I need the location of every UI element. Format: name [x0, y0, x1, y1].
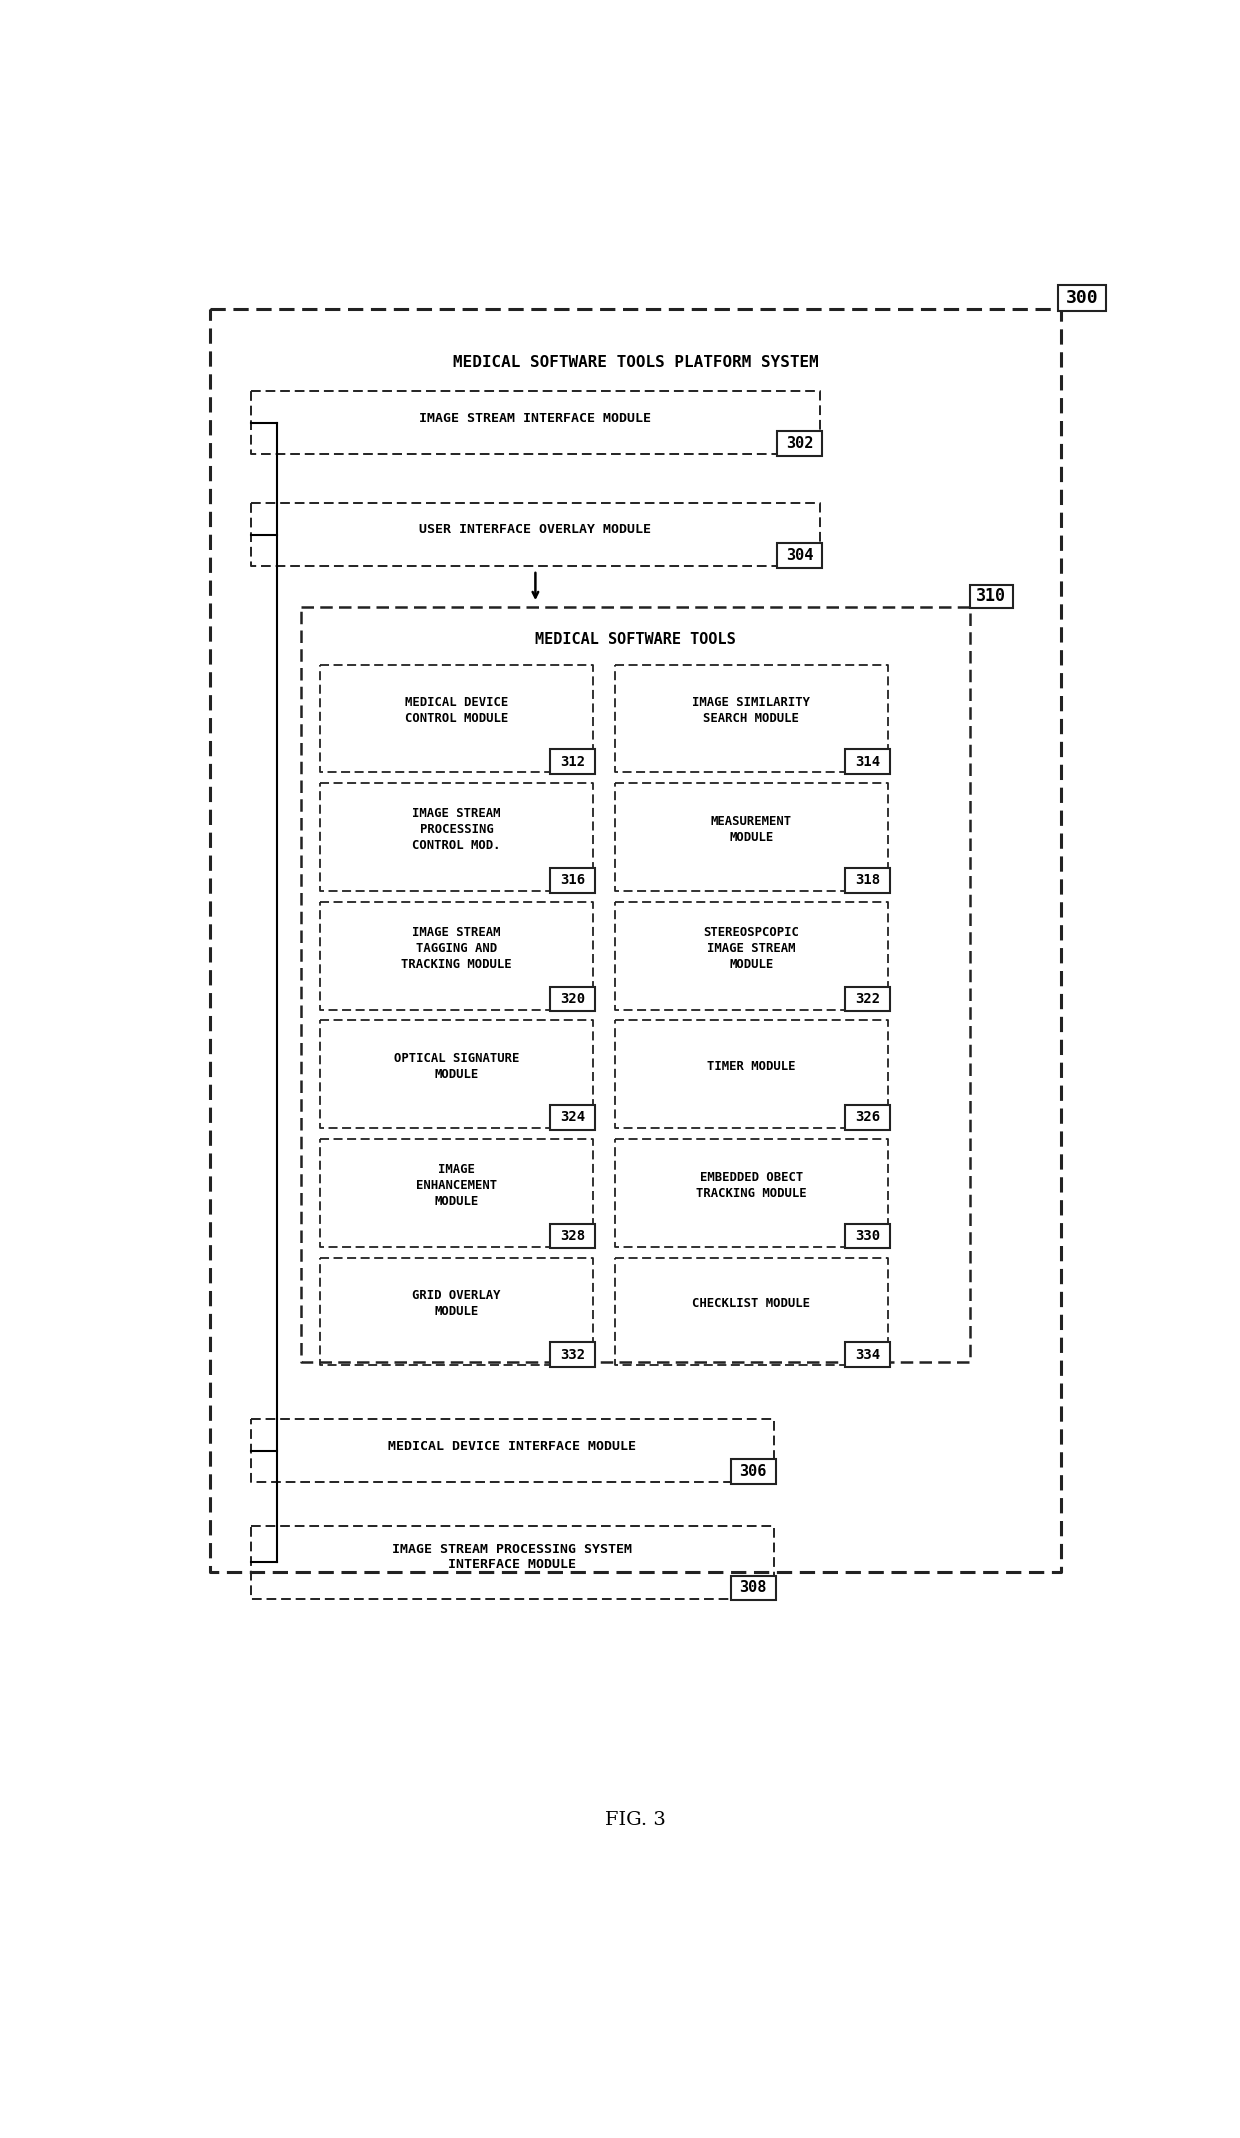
Text: IMAGE STREAM PROCESSING SYSTEM
INTERFACE MODULE: IMAGE STREAM PROCESSING SYSTEM INTERFACE… [392, 1544, 632, 1571]
Bar [732, 1576, 776, 1599]
Text: MEDICAL DEVICE
CONTROL MODULE: MEDICAL DEVICE CONTROL MODULE [404, 697, 508, 725]
Bar [844, 748, 889, 774]
Text: 328: 328 [559, 1229, 585, 1242]
Text: FIG. 3: FIG. 3 [605, 1811, 666, 1828]
Text: GRID OVERLAY
MODULE: GRID OVERLAY MODULE [412, 1289, 501, 1319]
Bar [551, 1223, 595, 1249]
Text: 314: 314 [854, 755, 880, 770]
Bar [551, 1105, 595, 1129]
Bar [844, 1223, 889, 1249]
Text: USER INTERFACE OVERLAY MODULE: USER INTERFACE OVERLAY MODULE [419, 524, 651, 537]
Text: MEDICAL SOFTWARE TOOLS PLATFORM SYSTEM: MEDICAL SOFTWARE TOOLS PLATFORM SYSTEM [453, 355, 818, 370]
Bar [777, 543, 822, 569]
Bar [844, 1343, 889, 1366]
Text: 324: 324 [559, 1110, 585, 1125]
Bar [1058, 284, 1106, 312]
Bar [551, 868, 595, 892]
Text: 334: 334 [854, 1347, 880, 1362]
Text: 318: 318 [854, 872, 880, 887]
Text: EMBEDDED OBECT
TRACKING MODULE: EMBEDDED OBECT TRACKING MODULE [696, 1172, 807, 1199]
Bar [777, 432, 822, 455]
Text: IMAGE SIMILARITY
SEARCH MODULE: IMAGE SIMILARITY SEARCH MODULE [692, 697, 811, 725]
Text: MEASUREMENT
MODULE: MEASUREMENT MODULE [711, 815, 792, 845]
Text: 322: 322 [854, 992, 880, 1005]
Text: CHECKLIST MODULE: CHECKLIST MODULE [692, 1298, 811, 1311]
Text: 300: 300 [1066, 289, 1099, 308]
Bar [844, 1105, 889, 1129]
Bar [732, 1460, 776, 1484]
Text: TIMER MODULE: TIMER MODULE [707, 1060, 796, 1073]
Text: OPTICAL SIGNATURE
MODULE: OPTICAL SIGNATURE MODULE [394, 1052, 520, 1082]
Text: MEDICAL DEVICE INTERFACE MODULE: MEDICAL DEVICE INTERFACE MODULE [388, 1439, 636, 1452]
Text: IMAGE STREAM INTERFACE MODULE: IMAGE STREAM INTERFACE MODULE [419, 413, 651, 425]
Text: IMAGE STREAM
TAGGING AND
TRACKING MODULE: IMAGE STREAM TAGGING AND TRACKING MODULE [402, 926, 512, 971]
Text: 302: 302 [786, 436, 813, 451]
Text: IMAGE
ENHANCEMENT
MODULE: IMAGE ENHANCEMENT MODULE [415, 1163, 497, 1208]
Bar [551, 986, 595, 1011]
Text: 306: 306 [739, 1465, 768, 1479]
Bar [551, 1343, 595, 1366]
Text: IMAGE STREAM
PROCESSING
CONTROL MOD.: IMAGE STREAM PROCESSING CONTROL MOD. [412, 806, 501, 851]
Text: 312: 312 [559, 755, 585, 770]
Bar [844, 986, 889, 1011]
Bar [970, 584, 1013, 607]
Text: 332: 332 [559, 1347, 585, 1362]
Text: MEDICAL SOFTWARE TOOLS: MEDICAL SOFTWARE TOOLS [536, 631, 735, 648]
Text: 316: 316 [559, 872, 585, 887]
Text: 310: 310 [976, 588, 1006, 605]
Text: STEREOSPCOPIC
IMAGE STREAM
MODULE: STEREOSPCOPIC IMAGE STREAM MODULE [703, 926, 800, 971]
Text: 326: 326 [854, 1110, 880, 1125]
Bar [844, 868, 889, 892]
Text: 330: 330 [854, 1229, 880, 1242]
Text: 308: 308 [739, 1580, 768, 1595]
Text: 304: 304 [786, 547, 813, 562]
Text: 320: 320 [559, 992, 585, 1005]
Bar [551, 748, 595, 774]
